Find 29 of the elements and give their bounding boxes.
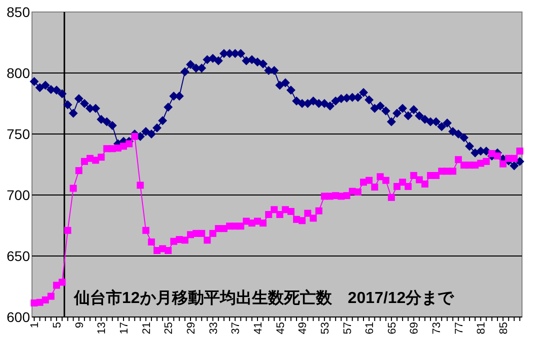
x-tick-label: 49 xyxy=(297,322,310,334)
x-tick-label: 57 xyxy=(342,322,354,334)
x-tick-label: 9 xyxy=(74,322,86,328)
x-tick-label: 45 xyxy=(274,322,287,334)
x-tick-label: 73 xyxy=(431,322,444,334)
x-tick-label: 5 xyxy=(52,322,64,328)
x-tick-label: 61 xyxy=(364,322,376,334)
x-tick-label: 13 xyxy=(96,322,108,334)
x-tick-label: 85 xyxy=(498,322,510,334)
x-tick-label: 37 xyxy=(230,322,242,334)
y-tick-label: 700 xyxy=(6,187,30,203)
y-tick-label: 800 xyxy=(6,65,30,81)
x-tick-label: 53 xyxy=(319,322,332,334)
y-tick-label: 750 xyxy=(6,126,30,142)
x-tick-label: 81 xyxy=(476,322,488,334)
x-tick-label: 25 xyxy=(163,322,176,334)
y-tick-label: 650 xyxy=(6,248,30,264)
x-tick-label: 77 xyxy=(453,322,466,334)
x-tick-label: 69 xyxy=(408,322,421,334)
annotation: 仙台市12か月移動平均出生数死亡数 2017/12分まで xyxy=(73,288,455,307)
x-tick-label: 17 xyxy=(118,322,131,334)
x-tick-label: 41 xyxy=(252,322,264,334)
x-tick-label: 65 xyxy=(386,322,398,334)
x-tick-label: 29 xyxy=(185,322,198,334)
x-tick-label: 21 xyxy=(140,322,153,334)
y-tick-label: 600 xyxy=(6,309,30,325)
y-tick-label: 850 xyxy=(6,4,30,20)
x-tick-label: 33 xyxy=(208,322,220,334)
x-tick-label: 1 xyxy=(29,322,42,328)
